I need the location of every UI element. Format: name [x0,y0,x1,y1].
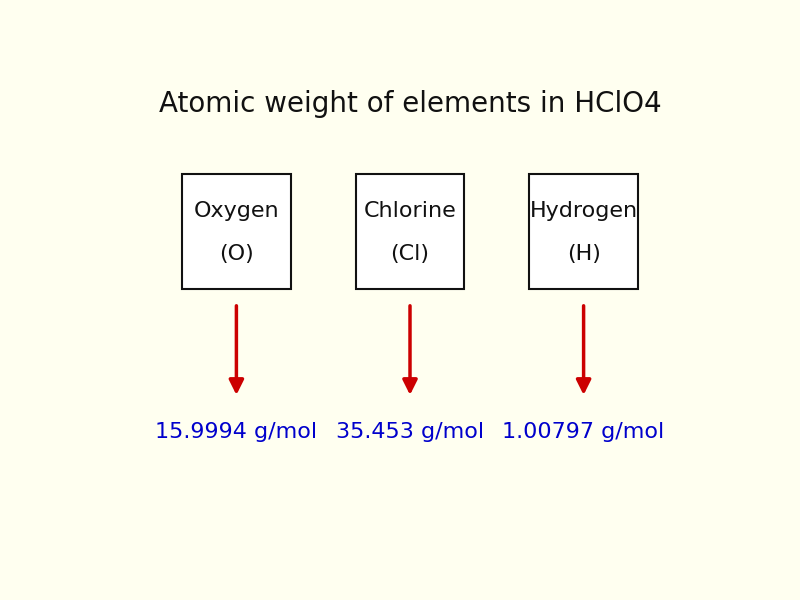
Bar [356,173,464,289]
Text: 1.00797 g/mol: 1.00797 g/mol [502,422,665,442]
Text: 35.453 g/mol: 35.453 g/mol [336,422,484,442]
Text: (Cl): (Cl) [390,244,430,265]
Text: (H): (H) [566,244,601,265]
Text: Chlorine: Chlorine [364,200,456,221]
Text: 15.9994 g/mol: 15.9994 g/mol [155,422,318,442]
Text: Atomic weight of elements in HClO4: Atomic weight of elements in HClO4 [158,91,662,118]
Text: (O): (O) [219,244,254,265]
Text: Hydrogen: Hydrogen [530,200,638,221]
Bar [530,173,638,289]
Bar [182,173,290,289]
Text: Oxygen: Oxygen [194,200,279,221]
